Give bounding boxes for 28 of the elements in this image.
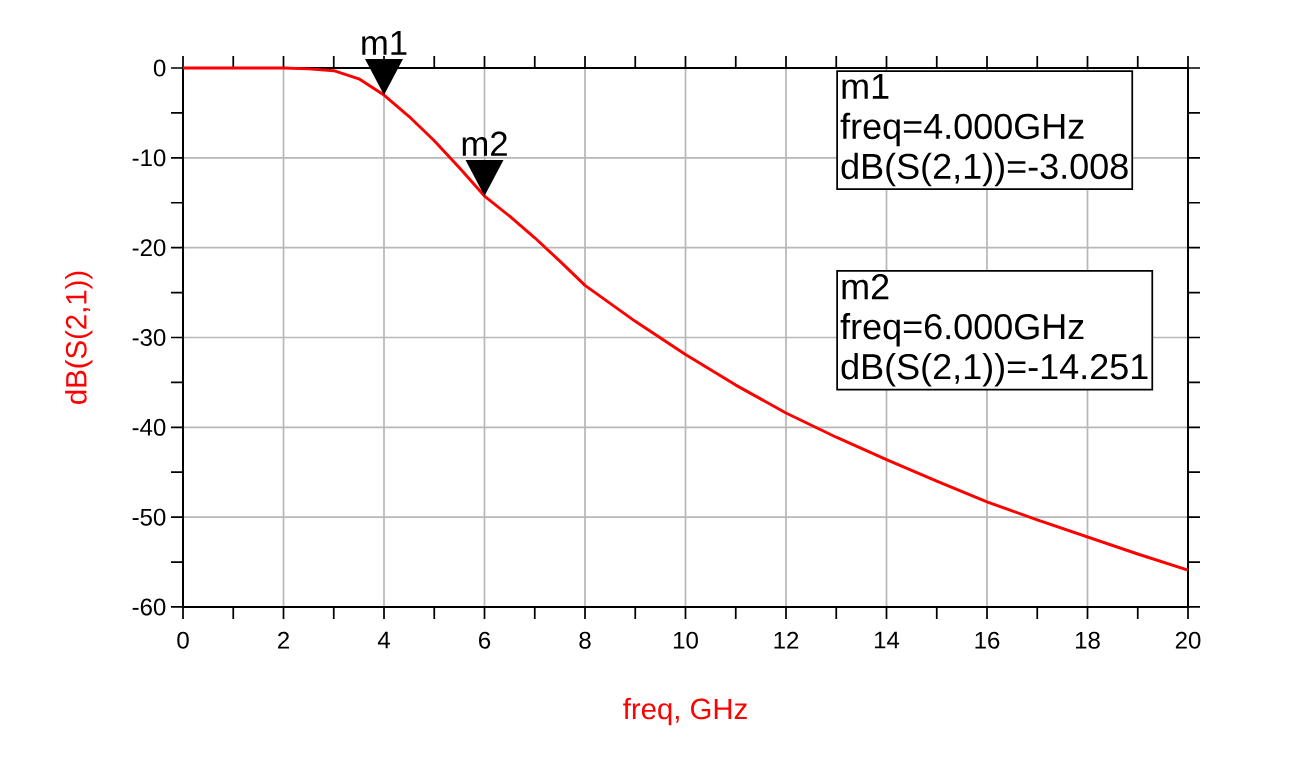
- annotation: m2: [842, 273, 889, 300]
- x-tick-label: 16: [975, 631, 1000, 649]
- annotation: freq=4.000GHz: [840, 112, 1084, 147]
- annotation: m1: [842, 74, 889, 99]
- y-tick-label: -50: [132, 508, 166, 526]
- x-tick-label: 8: [579, 631, 591, 649]
- x-tick-label: 2: [278, 631, 289, 649]
- x-tick-label: 0: [177, 631, 189, 649]
- x-tick-label: 20: [1175, 631, 1201, 649]
- annotation: m2: [462, 131, 507, 156]
- x-tick-label: 18: [1075, 631, 1100, 649]
- x-tick-label: 14: [874, 631, 900, 649]
- y-tick-label: -40: [132, 418, 166, 436]
- x-tick-label: 12: [774, 631, 799, 649]
- annotation: freq=6.000GHz: [840, 313, 1084, 347]
- y-axis-title: dB(S(2,1)): [65, 271, 93, 404]
- annotation: dB(S(2,1))=-14.251: [841, 353, 1148, 387]
- y-tick-label: -10: [132, 149, 166, 167]
- annotation: dB(S(2,1))=-3.008: [841, 152, 1128, 187]
- x-axis-title: freq, GHz: [623, 697, 747, 726]
- x-tick-label: 6: [479, 631, 491, 649]
- y-tick-label: -30: [132, 328, 166, 346]
- annotation: m1: [362, 30, 407, 55]
- x-tick-label: 4: [377, 631, 390, 649]
- x-tick-label: 10: [673, 631, 698, 649]
- y-tick-label: -60: [132, 598, 166, 616]
- y-tick-label: 0: [153, 59, 166, 77]
- y-tick-label: -20: [132, 239, 166, 257]
